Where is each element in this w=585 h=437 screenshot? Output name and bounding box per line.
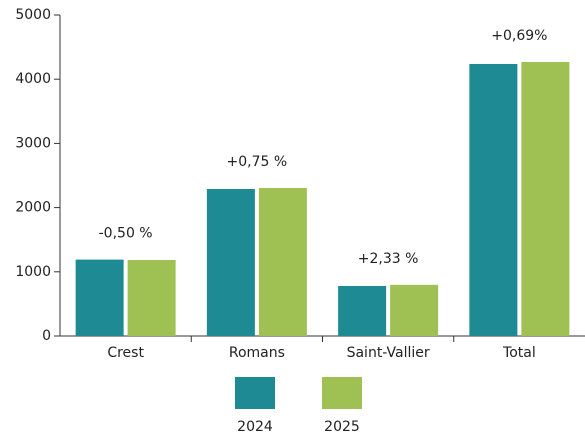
legend-label: 2024 [237, 419, 273, 435]
legend-swatch [322, 377, 362, 409]
y-tick-label: 3000 [15, 135, 51, 151]
bar [469, 63, 518, 337]
x-tick-label: Saint-Vallier [347, 345, 430, 361]
y-tick-label: 4000 [15, 71, 51, 87]
annotation: +2,33 % [358, 251, 419, 267]
bar [206, 188, 255, 336]
bar [258, 188, 307, 336]
y-tick-label: 0 [42, 328, 51, 344]
x-tick-label: Total [502, 345, 536, 361]
bar [521, 61, 570, 337]
annotation: +0,75 % [227, 154, 288, 170]
legend-swatch [235, 377, 275, 409]
x-tick-label: Crest [107, 345, 144, 361]
bar [338, 285, 387, 336]
y-tick-label: 1000 [15, 264, 51, 280]
x-tick-label: Romans [229, 345, 285, 361]
bar [127, 259, 176, 336]
legend-label: 2025 [324, 419, 360, 435]
y-tick-label: 5000 [15, 7, 51, 23]
y-tick-label: 2000 [15, 200, 51, 216]
annotation: +0,69% [491, 28, 547, 44]
bar [390, 284, 439, 336]
bar [75, 259, 124, 336]
annotation: -0,50 % [99, 226, 153, 242]
